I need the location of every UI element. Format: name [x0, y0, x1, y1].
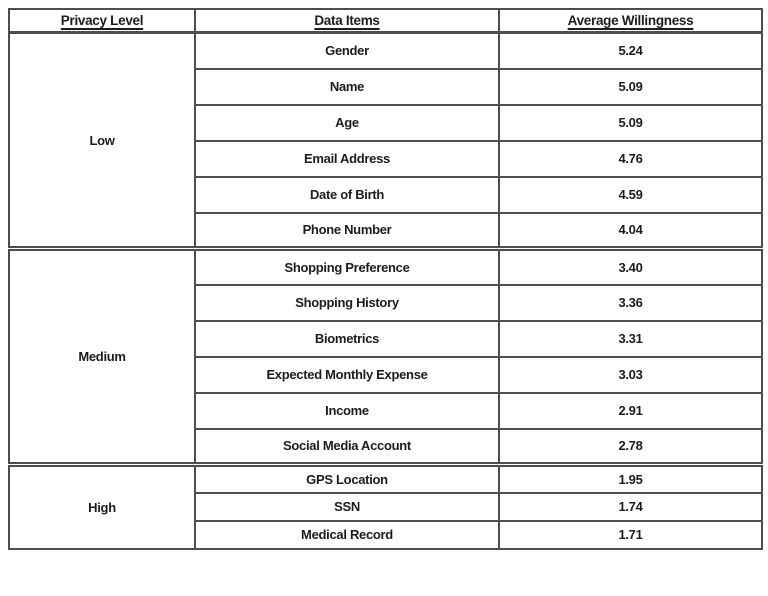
average-willingness-table: Privacy Level Data Items Average Willing… — [8, 8, 763, 550]
willingness-value-cell: 5.09 — [498, 67, 763, 106]
header-average-willingness: Average Willingness — [498, 8, 763, 34]
table-row: SSN 1.74 — [9, 491, 763, 522]
privacy-level-high-cell: High — [8, 462, 196, 550]
data-item-cell: Expected Monthly Expense — [194, 355, 500, 394]
willingness-value-cell: 3.31 — [498, 319, 763, 358]
header-privacy-level: Privacy Level — [8, 8, 196, 34]
data-item-cell: Biometrics — [194, 319, 500, 358]
willingness-value-cell: 5.24 — [498, 31, 763, 70]
privacy-level-medium-cell: Medium — [8, 246, 196, 466]
willingness-value-cell: 2.78 — [498, 427, 763, 466]
willingness-value-cell: 1.74 — [498, 491, 763, 522]
table-row: Shopping History 3.36 — [9, 283, 763, 322]
data-item-cell: Age — [194, 103, 500, 142]
data-item-cell: Income — [194, 391, 500, 430]
table-row: Biometrics 3.31 — [9, 319, 763, 358]
willingness-value-cell: 4.76 — [498, 139, 763, 178]
willingness-value-cell: 3.03 — [498, 355, 763, 394]
willingness-table-container: Privacy Level Data Items Average Willing… — [8, 8, 763, 550]
data-item-cell: Shopping Preference — [194, 246, 500, 286]
data-item-cell: Email Address — [194, 139, 500, 178]
table-row: Phone Number 4.04 — [9, 211, 763, 250]
table-row: Social Media Account 2.78 — [9, 427, 763, 466]
data-item-cell: GPS Location — [194, 462, 500, 494]
table-row: Age 5.09 — [9, 103, 763, 142]
table-row: Medical Record 1.71 — [9, 519, 763, 550]
table-row: Date of Birth 4.59 — [9, 175, 763, 214]
willingness-value-cell: 5.09 — [498, 103, 763, 142]
data-item-cell: Medical Record — [194, 519, 500, 550]
willingness-value-cell: 4.59 — [498, 175, 763, 214]
table-row: High GPS Location 1.95 — [8, 462, 763, 550]
table-row: Medium Shopping Preference 3.40 — [8, 246, 763, 466]
willingness-value-cell: 2.91 — [498, 391, 763, 430]
data-item-cell: Phone Number — [194, 211, 500, 250]
table-row: Name 5.09 — [9, 67, 763, 106]
willingness-value-cell: 3.36 — [498, 283, 763, 322]
data-item-cell: Shopping History — [194, 283, 500, 322]
table-row: Income 2.91 — [9, 391, 763, 430]
willingness-value-cell: 1.71 — [498, 519, 763, 550]
willingness-value-cell: 1.95 — [498, 462, 763, 494]
willingness-value-cell: 3.40 — [498, 246, 763, 286]
header-data-items: Data Items — [194, 8, 500, 34]
data-item-cell: Name — [194, 67, 500, 106]
header-row: Privacy Level Data Items Average Willing… — [8, 8, 763, 34]
data-item-cell: Date of Birth — [194, 175, 500, 214]
table-row: Low Gender 5.24 — [8, 31, 763, 250]
privacy-level-low-cell: Low — [8, 31, 196, 250]
data-item-cell: Gender — [194, 31, 500, 70]
willingness-value-cell: 4.04 — [498, 211, 763, 250]
data-item-cell: SSN — [194, 491, 500, 522]
table-row: Email Address 4.76 — [9, 139, 763, 178]
table-row: Expected Monthly Expense 3.03 — [9, 355, 763, 394]
data-item-cell: Social Media Account — [194, 427, 500, 466]
